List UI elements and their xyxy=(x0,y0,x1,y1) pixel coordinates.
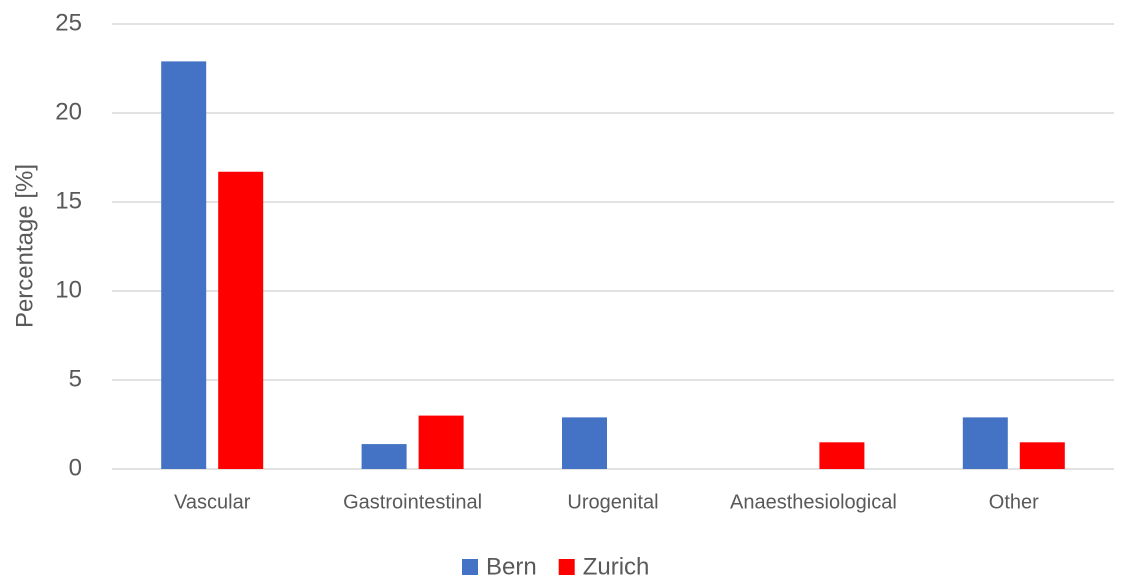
y-axis-label: Percentage [%] xyxy=(11,164,38,328)
legend-swatch xyxy=(462,559,478,575)
y-tick-label: 10 xyxy=(55,276,82,303)
bar xyxy=(1019,442,1065,469)
x-tick-label: Gastrointestinal xyxy=(343,491,482,513)
y-tick-label: 20 xyxy=(55,98,82,125)
bar xyxy=(418,415,464,469)
bar xyxy=(562,417,607,469)
bar xyxy=(361,444,407,469)
bar xyxy=(161,61,207,469)
y-tick-label: 25 xyxy=(55,9,82,36)
bar xyxy=(962,417,1008,469)
bar xyxy=(819,442,865,469)
x-tick-label: Vascular xyxy=(174,491,251,513)
x-tick-label: Other xyxy=(989,491,1039,513)
y-tick-label: 15 xyxy=(55,187,82,214)
x-tick-label: Anaesthesiological xyxy=(730,491,897,513)
legend-swatch xyxy=(558,559,575,575)
bar xyxy=(218,171,264,470)
x-tick-label: Urogenital xyxy=(567,491,658,513)
legend-label: Zurich xyxy=(583,553,650,580)
legend-label: Bern xyxy=(486,553,537,580)
y-tick-label: 0 xyxy=(69,454,82,481)
y-tick-label: 5 xyxy=(69,365,82,392)
